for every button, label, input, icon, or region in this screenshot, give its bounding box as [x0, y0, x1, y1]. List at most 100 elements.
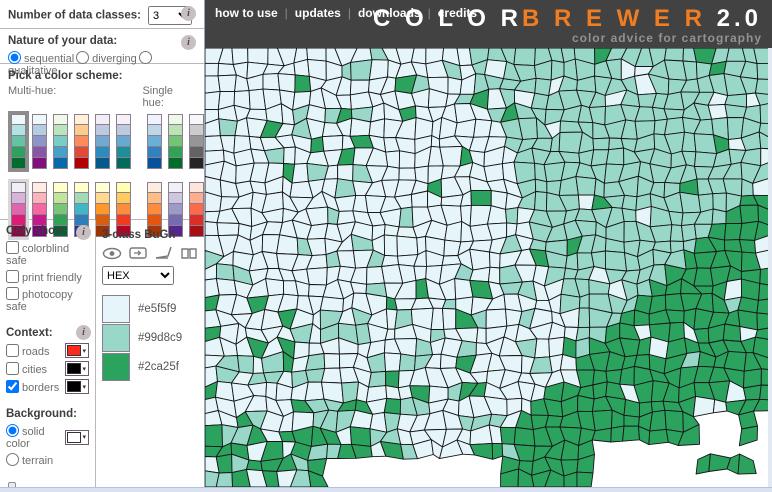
laptop-icon[interactable] [154, 246, 173, 260]
scheme-color-cell [32, 215, 47, 226]
nature-option-qualitative[interactable]: qualitative [8, 51, 155, 77]
context-borders[interactable]: borders [6, 379, 59, 394]
scheme-color-cell [147, 158, 162, 169]
checkbox[interactable] [6, 343, 19, 357]
checkbox[interactable] [6, 270, 19, 283]
background-solid-color[interactable]: solid color [6, 424, 45, 450]
scheme-color-cell [95, 147, 110, 158]
scheme-color-cell [147, 125, 162, 136]
top-menu: how to use | updates | downloads | credits [215, 6, 477, 20]
scheme-Reds[interactable] [186, 179, 207, 240]
checkbox[interactable] [6, 361, 19, 375]
legend-panel: 3-class BuGn [96, 220, 204, 489]
nature-option-sequential[interactable]: sequential [8, 51, 74, 65]
scheme-YlGn[interactable] [50, 179, 71, 240]
nature-radio-sequential[interactable] [8, 51, 21, 64]
info-icon[interactable]: i [181, 35, 196, 50]
scheme-color-cell [116, 158, 131, 169]
photocopy-icon[interactable] [129, 246, 147, 260]
scheme-Blues[interactable] [144, 111, 165, 172]
borders-color-dropdown[interactable]: ▾ [65, 379, 89, 394]
scheme-color-cell [32, 226, 47, 237]
scheme-BuPu[interactable] [29, 111, 50, 172]
nature-radio-diverging[interactable] [76, 51, 90, 64]
scheme-color-cell [168, 215, 183, 226]
scheme-BuGn[interactable] [8, 111, 29, 172]
info-icon[interactable]: i [76, 225, 91, 240]
scheme-color-cell [53, 114, 68, 125]
nature-option-diverging[interactable]: diverging [76, 51, 137, 65]
eye-icon[interactable] [102, 247, 122, 260]
scheme-PuRd[interactable] [8, 179, 29, 240]
nature-section: Nature of your data: i sequential divergi… [0, 29, 204, 77]
scheme-color-cell [32, 182, 47, 193]
scheme-YlOrRd[interactable] [113, 179, 134, 240]
scheme-color-cell [116, 193, 131, 204]
scheme-color-cell [116, 147, 131, 158]
scheme-section: Pick a color scheme: Multi-hue: Single h… [0, 64, 207, 240]
legend-swatch [102, 295, 130, 323]
scheme-RdPu[interactable] [29, 179, 50, 240]
data-classes-label: Number of data classes: [8, 9, 141, 22]
scheme-color-cell [116, 182, 131, 193]
scheme-color-cell [116, 204, 131, 215]
scheme-color-cell [147, 215, 162, 226]
scheme-color-cell [53, 226, 68, 237]
context-cities[interactable]: cities [6, 361, 47, 376]
only-show-colorblind-safe[interactable]: colorblind safe [6, 241, 70, 267]
scheme-color-cell [189, 114, 204, 125]
scheme-GnBu[interactable] [50, 111, 71, 172]
legend-hex-value: #99d8c9 [138, 332, 183, 344]
scheme-color-cell [147, 147, 162, 158]
scheme-YlOrBr[interactable] [92, 179, 113, 240]
menu-item-how-to-use[interactable]: how to use [215, 6, 278, 20]
context-roads[interactable]: roads [6, 343, 50, 358]
roads-color-dropdown[interactable]: ▾ [65, 343, 89, 358]
scheme-PuBu[interactable] [92, 111, 113, 172]
info-icon[interactable]: i [181, 6, 196, 21]
menu-item-credits[interactable]: credits [437, 6, 478, 20]
scheme-color-cell [11, 226, 26, 237]
scheme-color-cell [53, 182, 68, 193]
menu-item-downloads[interactable]: downloads [357, 6, 421, 20]
only-show-print-friendly[interactable]: print friendly [6, 270, 82, 284]
menu-item-updates[interactable]: updates [294, 6, 341, 20]
legend-swatch-row: #99d8c9 [102, 324, 198, 352]
only-show-photocopy-safe[interactable]: photocopy safe [6, 287, 73, 313]
scheme-OrRd[interactable] [71, 111, 92, 172]
scheme-Purples[interactable] [165, 179, 186, 240]
checkbox[interactable] [6, 287, 19, 300]
legend-hex-value: #2ca25f [138, 361, 179, 373]
checkbox[interactable] [6, 241, 19, 254]
county-map[interactable] [205, 48, 772, 487]
scheme-color-cell [32, 204, 47, 215]
nature-radio-qualitative[interactable] [138, 51, 152, 64]
radio[interactable] [6, 424, 19, 437]
info-icon[interactable]: i [76, 325, 91, 340]
cities-color-dropdown[interactable]: ▾ [65, 361, 89, 376]
scheme-color-cell [53, 193, 68, 204]
book-icon[interactable] [180, 247, 198, 260]
scheme-color-cell [147, 193, 162, 204]
scheme-color-cell [168, 136, 183, 147]
scheme-Greys[interactable] [186, 111, 207, 172]
scheme-color-cell [11, 114, 26, 125]
background-terrain[interactable]: terrain [6, 453, 53, 467]
scheme-color-cell [11, 215, 26, 226]
scheme-color-cell [53, 125, 68, 136]
scheme-color-cell [95, 125, 110, 136]
scheme-color-cell [74, 204, 89, 215]
scheme-color-cell [53, 136, 68, 147]
scheme-color-cell [74, 158, 89, 169]
scheme-color-cell [147, 182, 162, 193]
scheme-Greens[interactable] [165, 111, 186, 172]
scheme-Oranges[interactable] [144, 179, 165, 240]
radio[interactable] [6, 453, 19, 466]
background-color-dropdown[interactable]: ▾ [65, 429, 89, 445]
scheme-color-cell [95, 136, 110, 147]
color-format-select[interactable]: HEX [102, 266, 174, 285]
checkbox[interactable] [6, 379, 19, 393]
scheme-PuBuGn[interactable] [113, 111, 134, 172]
scheme-color-cell [116, 136, 131, 147]
